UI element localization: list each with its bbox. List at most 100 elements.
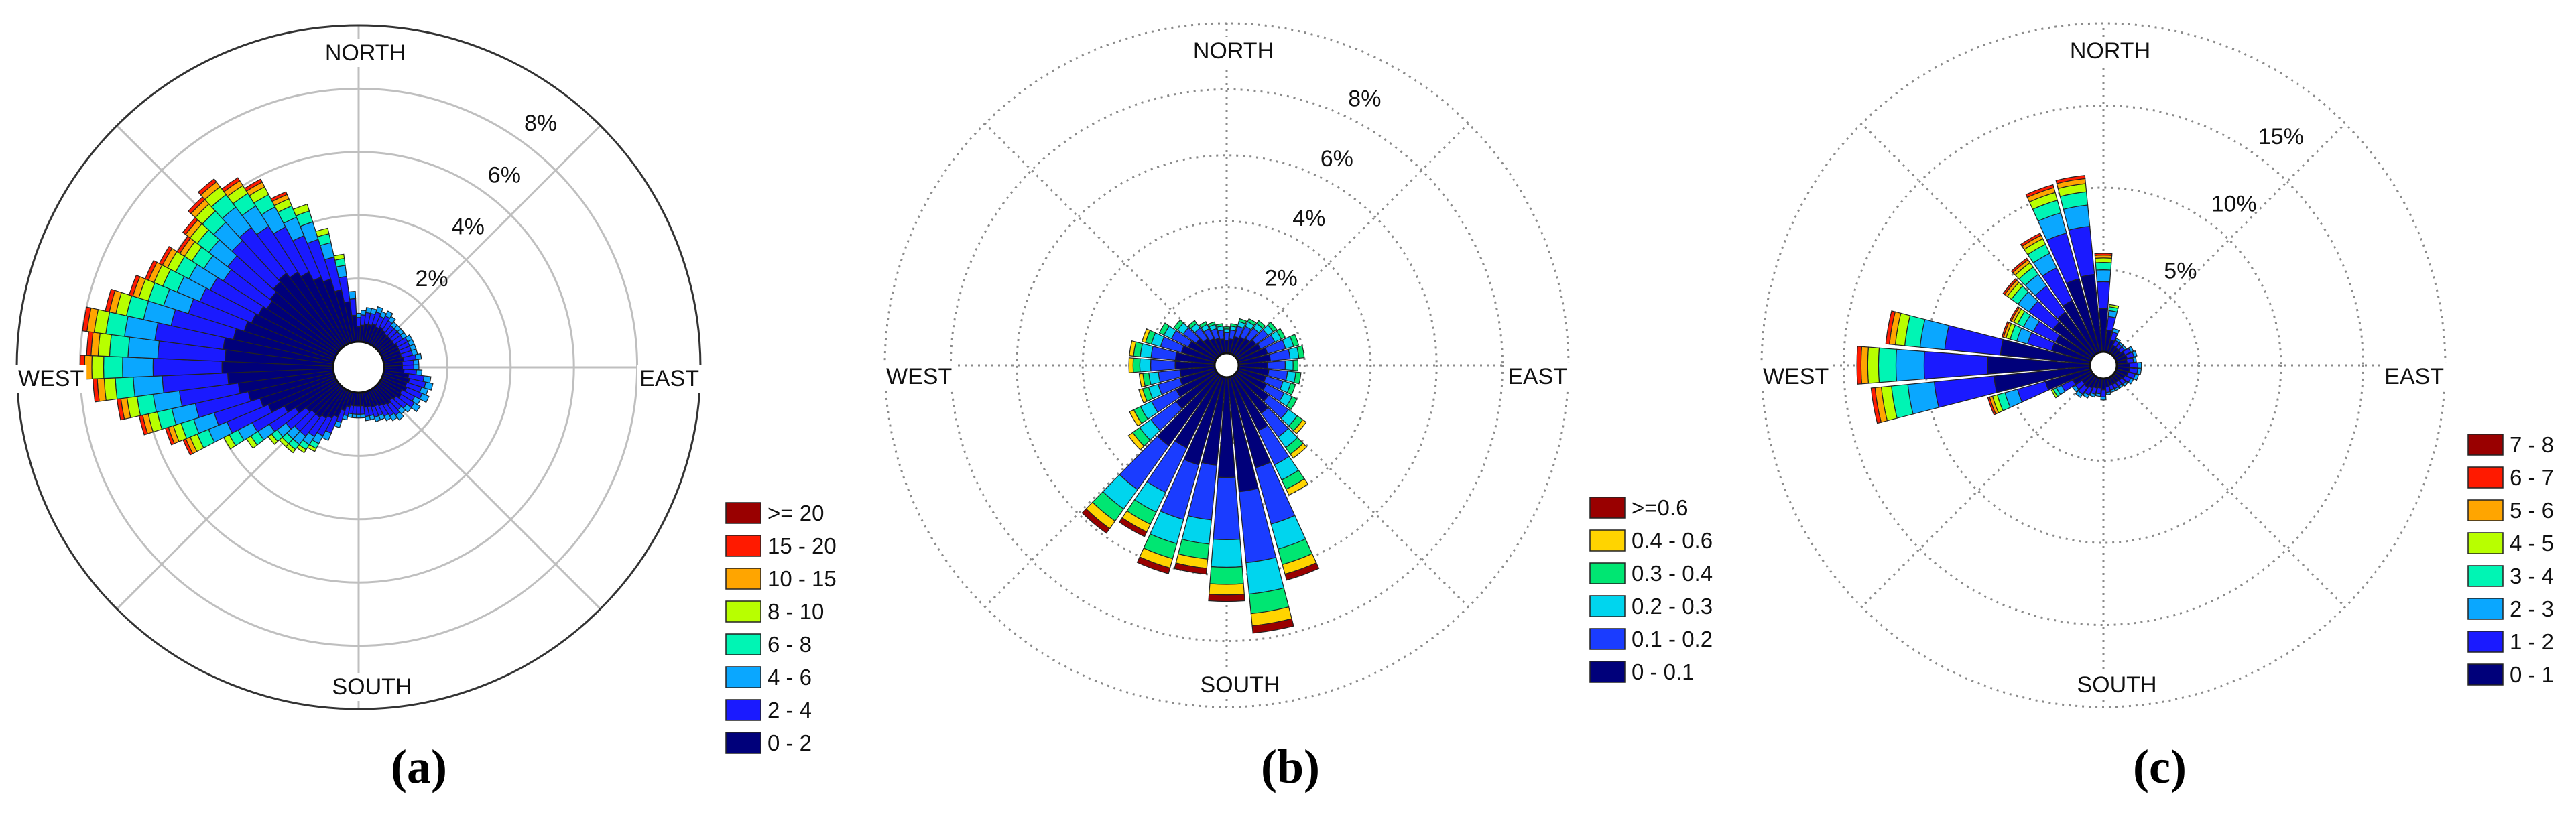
- direction-bar: [2082, 375, 2099, 399]
- direction-bar: [292, 203, 352, 344]
- bar-segment: [1285, 478, 1309, 496]
- bar-segment: [1255, 320, 1266, 330]
- direction-bar: [2002, 278, 2095, 359]
- bar-segment: [413, 359, 420, 366]
- legend-swatch: [1589, 661, 1626, 683]
- bar-segment: [1215, 323, 1223, 328]
- south-label-bg: [2074, 671, 2160, 699]
- bar-segment: [2112, 328, 2120, 334]
- direction-spoke: [1861, 123, 2095, 357]
- legend-swatch: [725, 568, 761, 590]
- bar-segment: [1138, 373, 1146, 388]
- bar-segment: [2128, 346, 2134, 353]
- legend: >=0.6 0.4 - 0.6 0.3 - 0.4 0.2 - 0.3 0.1 - 0.…: [1589, 495, 1713, 684]
- bar-segment: [128, 274, 141, 297]
- direction-bar: [2050, 370, 2093, 399]
- direction-bar: [2020, 233, 2099, 355]
- direction-bar: [1158, 322, 1217, 361]
- direction-spoke: [1861, 374, 2095, 608]
- bar-segment: [91, 355, 105, 379]
- bar-segment: [103, 377, 118, 401]
- bar-segment: [2089, 392, 2096, 398]
- legend-swatch: [1589, 628, 1626, 650]
- bar-segment: [82, 306, 92, 332]
- direction-bar: [351, 391, 358, 419]
- bar-segment: [1209, 583, 1245, 596]
- direction-bar: [1856, 346, 2091, 385]
- direction-bar: [1199, 321, 1223, 356]
- bar-segment: [1267, 321, 1278, 332]
- bar-segment: [413, 364, 420, 371]
- bar-segment: [2002, 278, 2018, 296]
- direction-bar: [361, 391, 371, 422]
- legend-label: 6 - 8: [768, 632, 812, 657]
- direction-bar: [1207, 321, 1224, 355]
- direction-bar: [176, 235, 339, 355]
- bar-segment: [348, 290, 357, 300]
- north-label: NORTH: [325, 40, 406, 66]
- bar-segment: [1251, 618, 1294, 634]
- bar-segment: [2118, 341, 2124, 348]
- bar-segment: [1856, 346, 1863, 385]
- bar-segment: [1199, 321, 1208, 329]
- direction-bar: [270, 191, 350, 346]
- direction-bar: [182, 376, 337, 456]
- direction-bar: [1081, 373, 1221, 534]
- legend-label: 0 - 1: [2510, 662, 2554, 687]
- bar-segment: [2001, 321, 2010, 338]
- legend-label: 3 - 4: [2510, 564, 2554, 588]
- bar-segment: [1276, 328, 1286, 340]
- direction-bar: [1223, 326, 1231, 354]
- direction-bar: [2110, 341, 2124, 357]
- direction-bar: [2010, 257, 2097, 357]
- legend-label: >= 20: [768, 501, 824, 525]
- legend-swatch: [2467, 598, 2504, 620]
- west-label-bg: [15, 365, 87, 393]
- bar-segment: [1238, 318, 1247, 325]
- direction-bar: [2115, 356, 2137, 365]
- panel-caption: (a): [391, 740, 447, 793]
- legend-label: 0.1 - 0.2: [1632, 627, 1713, 651]
- bar-segment: [395, 411, 404, 421]
- legend-swatch: [2467, 663, 2504, 686]
- east-label: EAST: [1508, 364, 1567, 389]
- bar-segment: [2095, 257, 2112, 263]
- radial-grid-ring: [1081, 220, 1372, 511]
- bar-segment: [1286, 395, 1298, 410]
- direction-bar: [2104, 304, 2120, 353]
- legend-label: 2 - 3: [2510, 596, 2554, 621]
- bar-segment: [1289, 334, 1300, 347]
- direction-bar: [1138, 368, 1217, 404]
- calm-center: [332, 340, 385, 394]
- direction-bar: [221, 177, 346, 348]
- direction-bar: [2075, 374, 2097, 398]
- bar-segment: [389, 412, 398, 422]
- east-label: EAST: [639, 366, 699, 391]
- legend-label: 5 - 6: [2510, 498, 2554, 523]
- bar-segment: [365, 415, 371, 422]
- bar-segment: [197, 178, 217, 196]
- direction-bar: [79, 355, 334, 380]
- panel-caption: (c): [2133, 740, 2187, 793]
- direction-bar: [2115, 366, 2142, 375]
- direction-bar: [1237, 334, 1300, 363]
- direction-bar: [1227, 376, 1294, 634]
- legend-label: 10 - 15: [768, 566, 837, 591]
- bar-segment: [2075, 390, 2083, 398]
- legend-label: 15 - 20: [768, 533, 837, 558]
- legend-swatch: [725, 633, 761, 655]
- bar-segment: [103, 355, 123, 379]
- bar-segment: [1129, 340, 1137, 357]
- direction-bar: [1237, 345, 1305, 365]
- bar-segment: [2132, 356, 2137, 363]
- bar-segment: [2050, 389, 2059, 399]
- direction-spoke: [984, 123, 1219, 358]
- direction-bar: [1237, 366, 1302, 385]
- bar-segment: [1247, 318, 1257, 326]
- bar-segment: [2114, 338, 2121, 344]
- bar-segment: [2009, 306, 2020, 322]
- bar-segment: [109, 334, 131, 358]
- bar-segment: [2132, 350, 2138, 358]
- radial-tick-label: 2%: [416, 266, 448, 292]
